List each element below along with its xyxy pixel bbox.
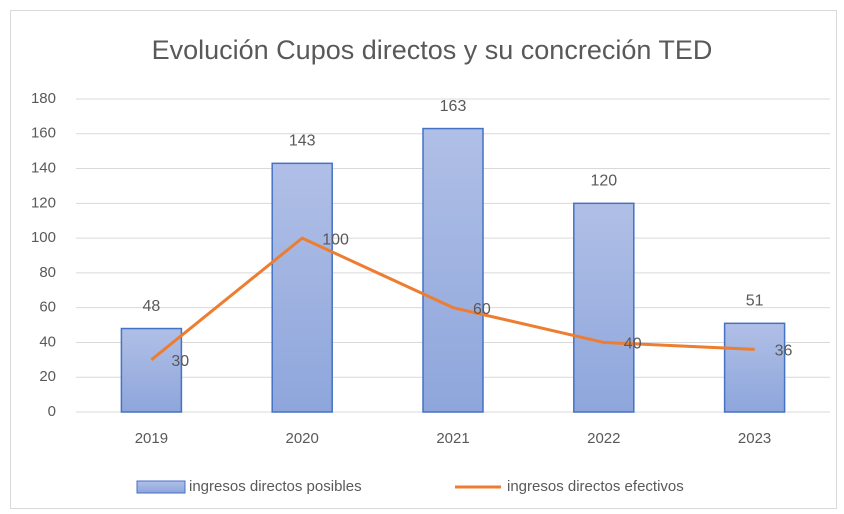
chart-title: Evolución Cupos directos y su concreción… xyxy=(152,35,713,65)
y-tick-label: 40 xyxy=(39,333,56,350)
data-label: 51 xyxy=(746,293,764,310)
bar xyxy=(271,162,333,413)
bar xyxy=(422,127,484,413)
data-label: 120 xyxy=(590,173,617,190)
y-tick-label: 20 xyxy=(39,368,56,385)
x-tick-label: 2022 xyxy=(587,430,620,447)
y-tick-label: 180 xyxy=(31,90,56,107)
data-label: 48 xyxy=(143,298,161,315)
x-tick-label: 2019 xyxy=(135,430,168,447)
legend-label: ingresos directos efectivos xyxy=(507,478,684,495)
y-tick-label: 0 xyxy=(48,403,56,420)
x-tick-label: 2023 xyxy=(738,430,771,447)
data-label: 100 xyxy=(322,231,349,248)
bar xyxy=(573,202,635,413)
y-tick-label: 140 xyxy=(31,160,56,177)
legend-label: ingresos directos posibles xyxy=(189,478,362,495)
data-label: 40 xyxy=(624,336,642,353)
x-tick-label: 2021 xyxy=(436,430,469,447)
data-label: 163 xyxy=(440,98,467,115)
y-tick-label: 80 xyxy=(39,264,56,281)
data-label: 143 xyxy=(289,133,316,150)
y-tick-label: 160 xyxy=(31,125,56,142)
y-tick-label: 100 xyxy=(31,229,56,246)
y-tick-label: 120 xyxy=(31,194,56,211)
x-tick-label: 2020 xyxy=(286,430,319,447)
data-label: 60 xyxy=(473,301,491,318)
bar xyxy=(723,322,786,413)
data-label: 36 xyxy=(775,343,793,360)
line xyxy=(150,236,755,362)
legend-swatch xyxy=(136,480,186,494)
data-label: 30 xyxy=(171,353,189,370)
y-tick-label: 60 xyxy=(39,299,56,316)
